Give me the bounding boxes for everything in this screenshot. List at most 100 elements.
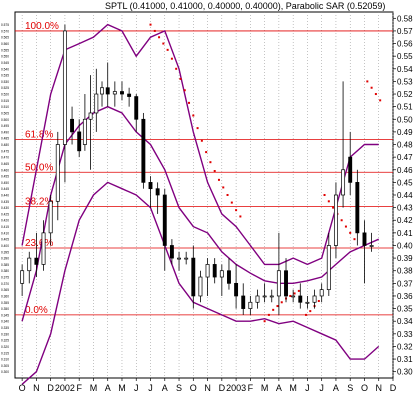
candle-body [141,118,146,183]
y-tick-label: 0.54 [397,65,413,74]
sar-dot [280,301,283,304]
sar-dot [222,186,225,189]
left-scale-label: 0.365 [1,288,9,292]
candle-body [348,156,353,183]
y-tick-label: 0.36 [397,292,413,301]
candle-body [88,112,93,120]
candle-body [212,264,217,278]
x-tick-label: M [118,383,126,393]
left-scale-label: 0.400 [1,244,9,248]
left-scale-label: 0.435 [1,200,9,204]
candle-body [120,91,124,95]
x-tick-label: F [76,383,82,393]
y-tick-label: 0.38 [397,267,413,276]
candle [100,81,104,107]
left-scale-label: 0.540 [1,67,9,71]
candle-body [369,245,374,247]
candle [177,251,181,271]
candle [362,220,367,284]
sar-dot [153,29,156,32]
y-tick-label: 0.58 [397,14,413,23]
candle [333,182,338,259]
candle-body [62,30,67,145]
candle [55,131,60,221]
candle-body [184,257,189,260]
sar-dot [200,139,203,142]
x-tick-label: S [347,383,353,393]
sar-dot [170,57,173,60]
sar-dot [205,151,208,154]
y-tick-label: 0.33 [397,330,413,339]
left-scale-label: 0.305 [1,364,9,368]
y-tick-label: 0.57 [397,27,413,36]
left-scale-label: 0.545 [1,61,9,65]
candle [112,81,117,107]
y-tick-label: 0.40 [397,241,413,250]
sar-dot [175,67,178,70]
sar-dot [289,294,292,297]
x-tick-label: 2002 [55,383,75,393]
left-scale-label: 0.390 [1,257,9,261]
candle [82,94,87,151]
candle-body [41,232,46,265]
y-tick-label: 0.50 [397,115,413,124]
left-scale-label: 0.495 [1,124,9,128]
candle-body [82,118,87,145]
left-scale-label: 0.320 [1,345,9,349]
candle [205,258,210,296]
y-tick-label: 0.41 [397,229,413,238]
y-tick-label: 0.30 [397,368,413,377]
candle [94,68,99,132]
candle [248,295,253,315]
left-scale-label: 0.525 [1,86,9,90]
left-scale-label: 0.530 [1,80,9,84]
candle-body [105,87,110,95]
candle-body [134,96,139,120]
left-scale-label: 0.510 [1,105,9,109]
candle-body [48,200,53,234]
candle-body [169,245,174,259]
x-tick-label: D [47,383,54,393]
candle [77,119,82,158]
candle-body [248,301,253,309]
candle-body [305,301,310,304]
y-tick-label: 0.35 [397,305,413,314]
left-scale-label: 0.515 [1,99,9,103]
y-tick-label: 0.45 [397,178,413,187]
sar-dot [166,48,169,51]
y-tick-label: 0.43 [397,204,413,213]
candle-body [198,276,203,297]
candle [191,245,196,309]
candle-body [326,245,331,291]
candle-body [127,93,132,97]
candle [355,169,360,246]
left-scale-label: 0.500 [1,118,9,122]
candle [41,220,46,271]
candle [262,283,267,303]
sar-dot [349,231,352,234]
sar-dot [304,313,307,316]
x-tick-label: M [90,383,98,393]
x-tick-label: F [248,383,254,393]
bands-layer [21,23,380,385]
candle-body [177,257,181,260]
candle [120,81,124,101]
left-scale-label: 0.315 [1,351,9,355]
x-tick-label: J [148,383,153,393]
candle [148,176,153,208]
sar-dot [179,77,182,80]
sar-dot [188,101,191,104]
left-scale-label: 0.440 [1,194,9,198]
candle-body [20,270,25,284]
sar-dot [297,289,300,292]
left-scale-label: 0.310 [1,358,9,362]
candle [141,112,146,189]
x-tick-label: 2003 [226,383,246,393]
candle [62,24,67,183]
candle [298,283,303,309]
candle [219,264,224,296]
y-tick-label: 0.34 [397,317,413,326]
x-tick-label: N [33,383,40,393]
band-upper-band [21,23,379,266]
